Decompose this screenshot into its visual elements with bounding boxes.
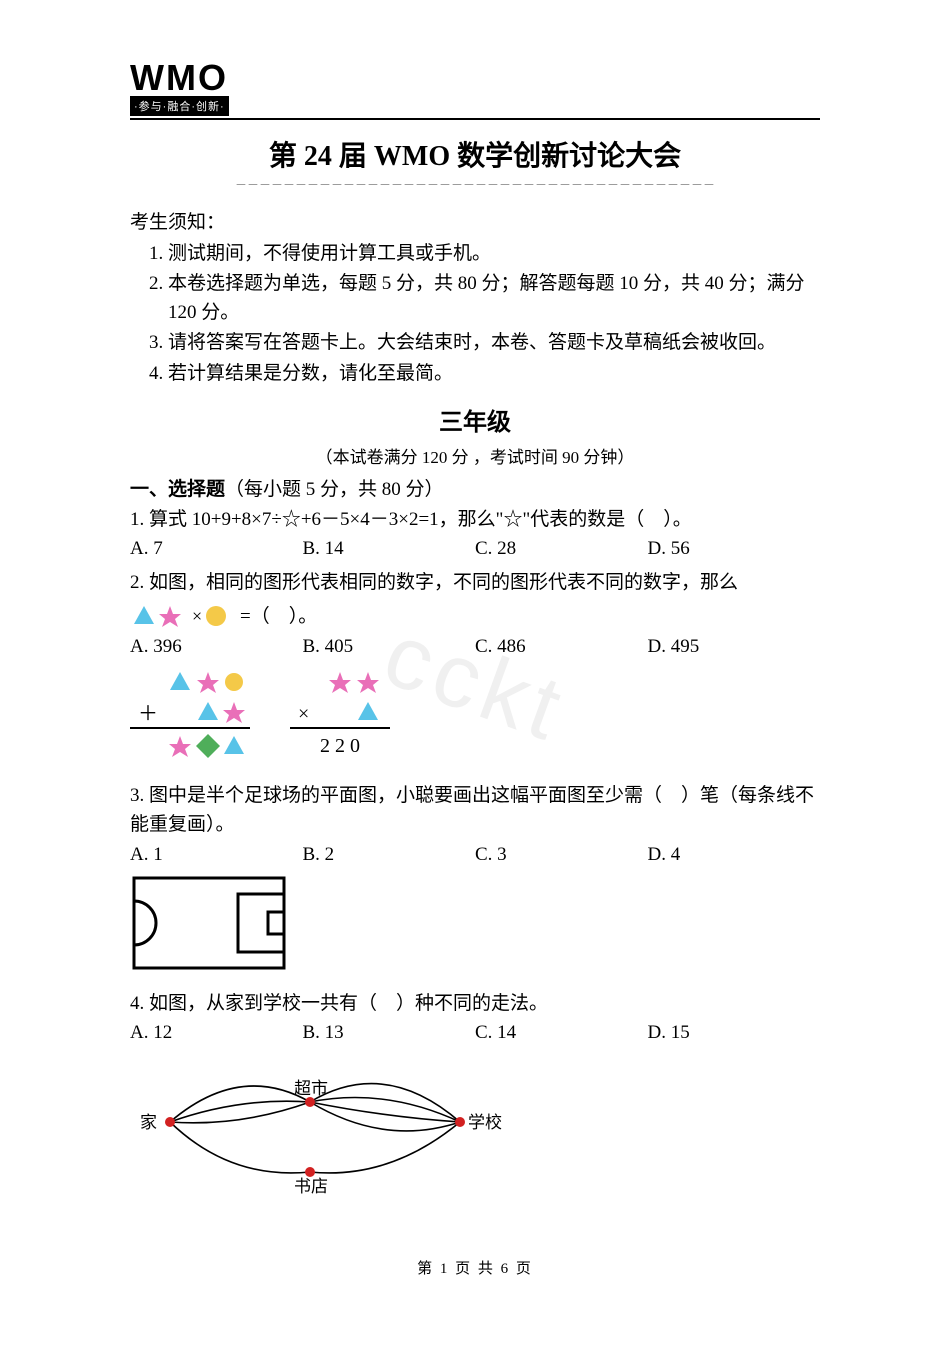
instructions-block: 考生须知： 测试期间，不得使用计算工具或手机。 本卷选择题为单选，每题 5 分，… — [130, 209, 820, 388]
q4-graph-svg: 家 超市 学校 书店 — [130, 1052, 510, 1202]
option-d: D. 4 — [648, 844, 821, 866]
option-c: C. 3 — [475, 844, 648, 866]
option-d: D. 495 — [648, 636, 821, 658]
q2-figure-svg: ＋ × 2 2 0 — [130, 666, 420, 766]
dash-separator: －－－－－－－－－－－－－－－－－－－－－－－－－－－－－－－－－－－－－－－－ — [130, 176, 820, 193]
question-4-figure: 家 超市 学校 书店 — [130, 1052, 820, 1207]
svg-text:×: × — [298, 703, 309, 725]
question-3-options: A. 1 B. 2 C. 3 D. 4 — [130, 844, 820, 866]
question-3-text: 3. 图中是半个足球场的平面图，小聪要画出这幅平面图至少需（ ）笔（每条线不能重… — [130, 781, 820, 840]
instruction-item: 若计算结果是分数，请化至最简。 — [168, 360, 820, 389]
instruction-item: 请将答案写在答题卡上。大会结束时，本卷、答题卡及草稿纸会被收回。 — [168, 329, 820, 358]
logo: WMO ·参与·融合·创新· — [130, 60, 820, 116]
option-d: D. 56 — [648, 538, 821, 560]
q4-label-school: 学校 — [468, 1113, 502, 1132]
main-title: 第 24 届 WMO 数学创新讨论大会 — [130, 134, 820, 174]
question-1-options: A. 7 B. 14 C. 28 D. 56 — [130, 538, 820, 560]
instruction-item: 本卷选择题为单选，每题 5 分，共 80 分；解答题每题 10 分，共 40 分… — [168, 270, 820, 327]
section-heading: 一、选择题（每小题 5 分，共 80 分） — [130, 474, 820, 501]
option-d: D. 15 — [648, 1022, 821, 1044]
svg-text:＋: ＋ — [138, 703, 158, 725]
question-2-text: 2. 如图，相同的图形代表相同的数字，不同的图形代表不同的数字，那么 — [130, 568, 820, 597]
option-a: A. 7 — [130, 538, 303, 560]
q2-mult-result: 2 2 0 — [320, 735, 360, 757]
option-b: B. 13 — [303, 1022, 476, 1044]
instruction-item: 测试期间，不得使用计算工具或手机。 — [168, 240, 820, 269]
option-a: A. 396 — [130, 636, 303, 658]
option-a: A. 12 — [130, 1022, 303, 1044]
logo-text: WMO — [130, 60, 820, 96]
instructions-header: 考生须知： — [130, 209, 820, 238]
question-1-text: 1. 算式 10+9+8×7÷☆+6－5×4－3×2=1，那么"☆"代表的数是（… — [130, 505, 820, 534]
option-c: C. 14 — [475, 1022, 648, 1044]
question-2-options: A. 396 B. 405 C. 486 D. 495 — [130, 636, 820, 658]
option-b: B. 2 — [303, 844, 476, 866]
option-b: B. 14 — [303, 538, 476, 560]
q2-inline-expr-icon: × — [130, 602, 240, 632]
q3-field-svg — [130, 874, 290, 974]
exam-sub-info: （本试卷满分 120 分 ，考试时间 90 分钟） — [130, 443, 820, 468]
q4-label-bookstore: 书店 — [294, 1177, 328, 1196]
page-footer: 第 1 页 共 6 页 — [130, 1257, 820, 1278]
logo-tagline: ·参与·融合·创新· — [130, 96, 229, 116]
question-4-text: 4. 如图，从家到学校一共有（ ）种不同的走法。 — [130, 989, 820, 1018]
option-b: B. 405 — [303, 636, 476, 658]
option-c: C. 28 — [475, 538, 648, 560]
question-2-eq-suffix: =（ ）。 — [240, 602, 317, 631]
page: cckt WMO ·参与·融合·创新· 第 24 届 WMO 数学创新讨论大会 … — [0, 0, 950, 1346]
svg-text:×: × — [192, 606, 202, 626]
header-bar: WMO ·参与·融合·创新· — [130, 60, 820, 120]
grade-title: 三年级 — [130, 402, 820, 437]
section-note: （每小题 5 分，共 80 分） — [225, 479, 444, 500]
question-2-figure: ＋ × 2 2 0 — [130, 666, 820, 771]
question-3-figure — [130, 874, 820, 979]
option-c: C. 486 — [475, 636, 648, 658]
question-2-inline-eq: × =（ ）。 — [130, 602, 317, 632]
instructions-list: 测试期间，不得使用计算工具或手机。 本卷选择题为单选，每题 5 分，共 80 分… — [130, 240, 820, 389]
section-label: 一、选择题 — [130, 479, 225, 500]
q4-label-home: 家 — [140, 1113, 157, 1132]
question-4-options: A. 12 B. 13 C. 14 D. 15 — [130, 1022, 820, 1044]
option-a: A. 1 — [130, 844, 303, 866]
q4-label-market: 超市 — [294, 1079, 328, 1098]
